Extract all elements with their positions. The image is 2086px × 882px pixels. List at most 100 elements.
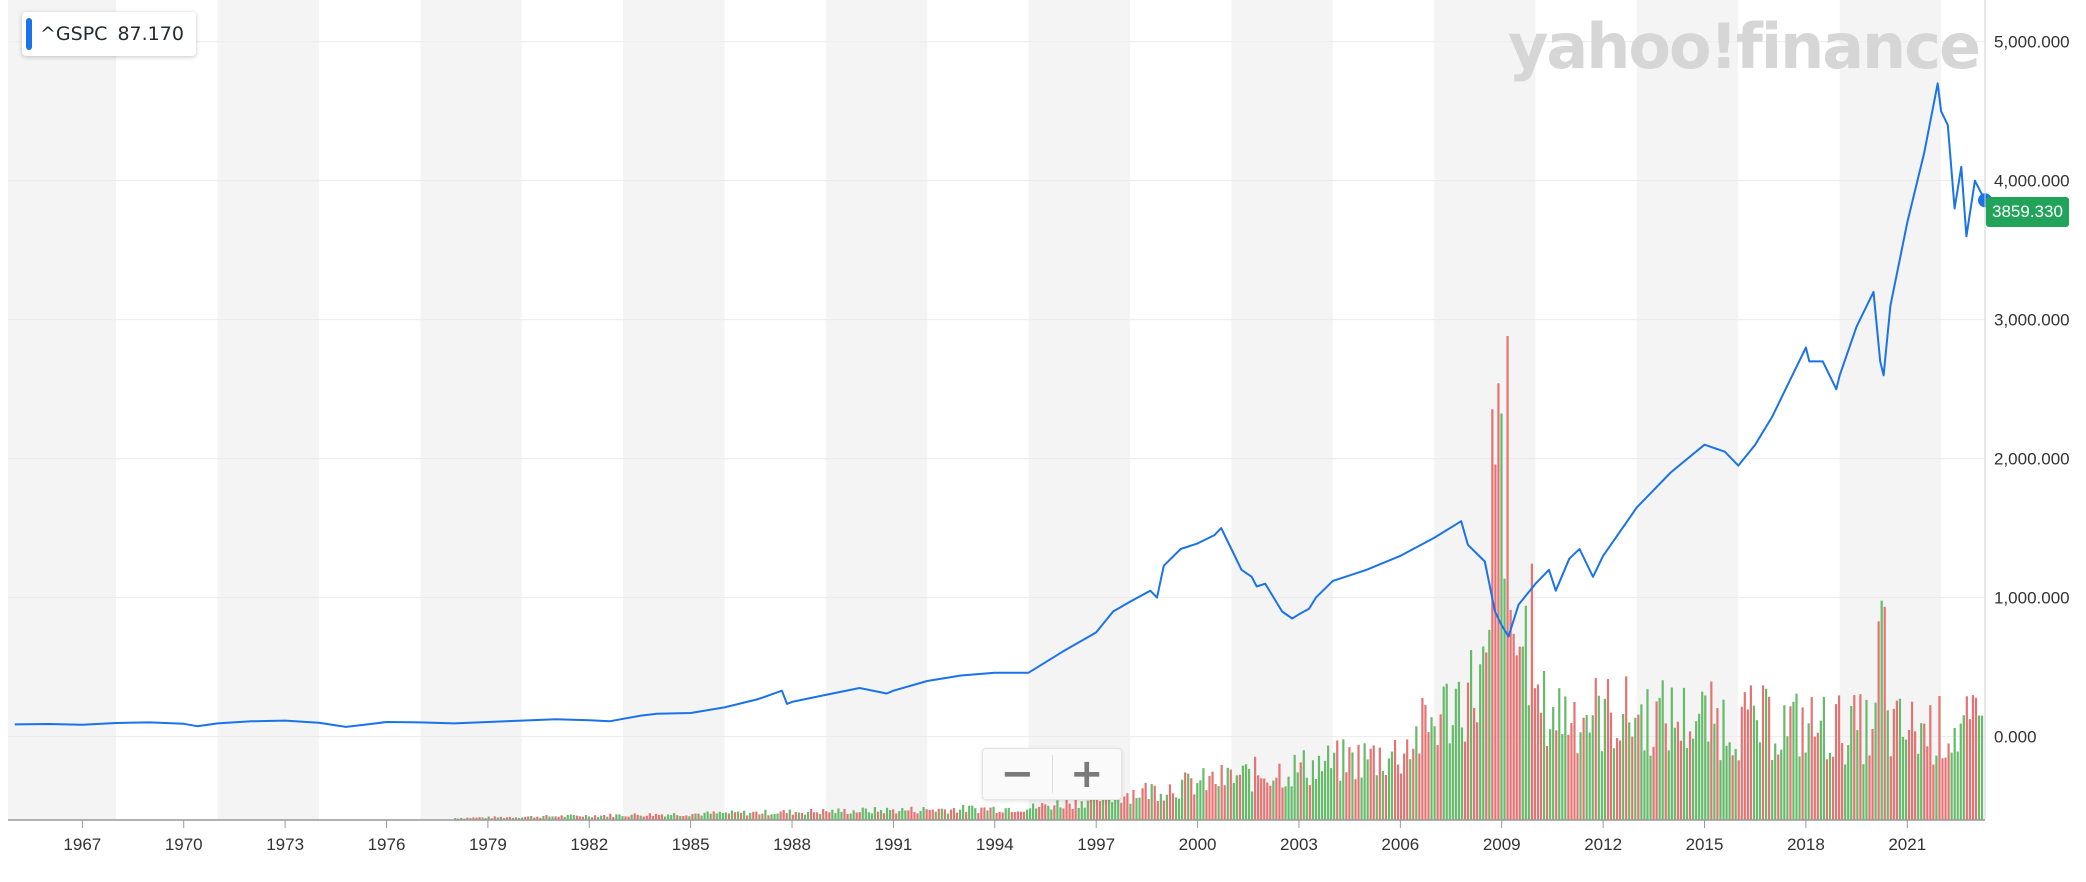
- volume-bar: [472, 817, 475, 820]
- volume-bar: [1792, 701, 1795, 820]
- volume-bar: [1086, 800, 1089, 820]
- volume-bar: [1473, 707, 1476, 820]
- volume-bar: [1664, 723, 1667, 820]
- volume-bar: [1923, 723, 1926, 820]
- volume-bar: [1755, 720, 1759, 820]
- volume-bar: [615, 814, 618, 820]
- volume-bar: [1865, 699, 1868, 820]
- volume-bar: [849, 813, 852, 820]
- volume-bar: [1716, 708, 1719, 820]
- volume-bar: [1573, 701, 1576, 820]
- volume-bar: [679, 816, 682, 820]
- year-band: [420, 0, 522, 820]
- volume-bar: [1810, 697, 1813, 820]
- volume-bar: [466, 817, 469, 820]
- volume-bar: [855, 812, 858, 820]
- volume-bar: [1780, 749, 1783, 820]
- volume-bar: [1552, 707, 1555, 820]
- volume-bar: [1801, 707, 1804, 820]
- volume-bar: [1114, 793, 1117, 820]
- volume-bar: [542, 815, 545, 820]
- volume-bar: [676, 815, 679, 820]
- volume-bar: [1837, 695, 1841, 820]
- x-axis: 1967 1970 1973 1976 1979 1982 1985 1988 1991 1994…: [8, 819, 1985, 854]
- volume-bar: [475, 817, 478, 820]
- volume-bar: [508, 816, 512, 820]
- volume-bar: [1059, 807, 1062, 820]
- volume-bar: [1305, 777, 1308, 820]
- series-legend[interactable]: ^GSPC 87.170: [22, 12, 196, 56]
- volume-bar: [940, 808, 943, 820]
- volume-bar: [1786, 736, 1789, 820]
- volume-bar: [1022, 811, 1026, 820]
- volume-bar: [843, 808, 846, 820]
- volume-bar: [505, 817, 508, 820]
- volume-bar: [1892, 708, 1895, 820]
- volume-bar: [1156, 800, 1159, 820]
- y-tick-label: 2,000.000: [1994, 450, 2070, 469]
- volume-bar: [633, 813, 636, 820]
- volume-bar: [1351, 752, 1354, 820]
- volume-bar: [673, 813, 676, 820]
- volume-bar: [1001, 812, 1004, 820]
- volume-bar: [971, 805, 974, 820]
- volume-bar: [1530, 563, 1533, 820]
- volume-bar: [1235, 775, 1238, 820]
- x-tick-label: 1976: [368, 835, 406, 854]
- volume-bar: [1290, 786, 1293, 820]
- volume-bar: [852, 810, 855, 820]
- year-band: [1028, 0, 1130, 820]
- volume-bar: [660, 814, 664, 820]
- volume-bar: [1433, 726, 1436, 820]
- volume-bar: [1546, 745, 1549, 820]
- zoom-in-button[interactable]: +: [1069, 751, 1104, 797]
- volume-bar: [1518, 646, 1521, 820]
- volume-bar: [937, 808, 940, 820]
- volume-bar: [1935, 755, 1938, 820]
- volume-bar: [1673, 727, 1676, 820]
- volume-bar: [1272, 780, 1275, 820]
- volume-bar: [527, 816, 530, 820]
- volume-bar: [1597, 695, 1600, 820]
- volume-bar: [1232, 783, 1235, 820]
- zoom-out-button[interactable]: −: [1000, 751, 1034, 797]
- volume-bar: [572, 815, 575, 820]
- volume-bar: [1704, 695, 1707, 820]
- volume-bar: [1448, 743, 1451, 820]
- volume-bar: [1907, 729, 1911, 820]
- volume-bar: [1031, 803, 1035, 820]
- volume-bar: [1226, 767, 1229, 820]
- volume-bar: [1314, 778, 1318, 820]
- volume-bar: [1932, 764, 1935, 820]
- volume-bar: [1263, 778, 1266, 820]
- volume-bar: [1962, 715, 1965, 820]
- volume-bar: [898, 811, 901, 820]
- volume-bar: [1950, 752, 1953, 820]
- x-tick-label: 2006: [1381, 835, 1419, 854]
- volume-bar: [962, 804, 965, 820]
- volume-bar: [1725, 745, 1728, 820]
- volume-bar: [511, 817, 515, 820]
- volume-bar: [712, 811, 715, 820]
- volume-bar: [998, 811, 1001, 820]
- volume-bar: [1576, 753, 1579, 820]
- volume-bar: [1336, 740, 1339, 820]
- volume-bar: [521, 817, 524, 820]
- volume-bar: [1542, 670, 1546, 820]
- volume-bar: [496, 817, 499, 820]
- volume-bar: [1749, 685, 1752, 820]
- volume-bar: [481, 817, 484, 820]
- volume-bar: [797, 812, 800, 820]
- volume-bar: [1938, 695, 1941, 820]
- x-tick-label: 1985: [672, 835, 710, 854]
- volume-bar: [776, 813, 779, 820]
- volume-bar: [1275, 777, 1278, 820]
- volume-bar: [1323, 760, 1327, 820]
- volume-bar: [1719, 760, 1722, 820]
- volume-bar: [1400, 773, 1403, 820]
- volume-bar: [1427, 732, 1430, 820]
- volume-bar: [752, 811, 755, 820]
- volume-bar: [743, 810, 746, 820]
- volume-bar: [694, 813, 697, 820]
